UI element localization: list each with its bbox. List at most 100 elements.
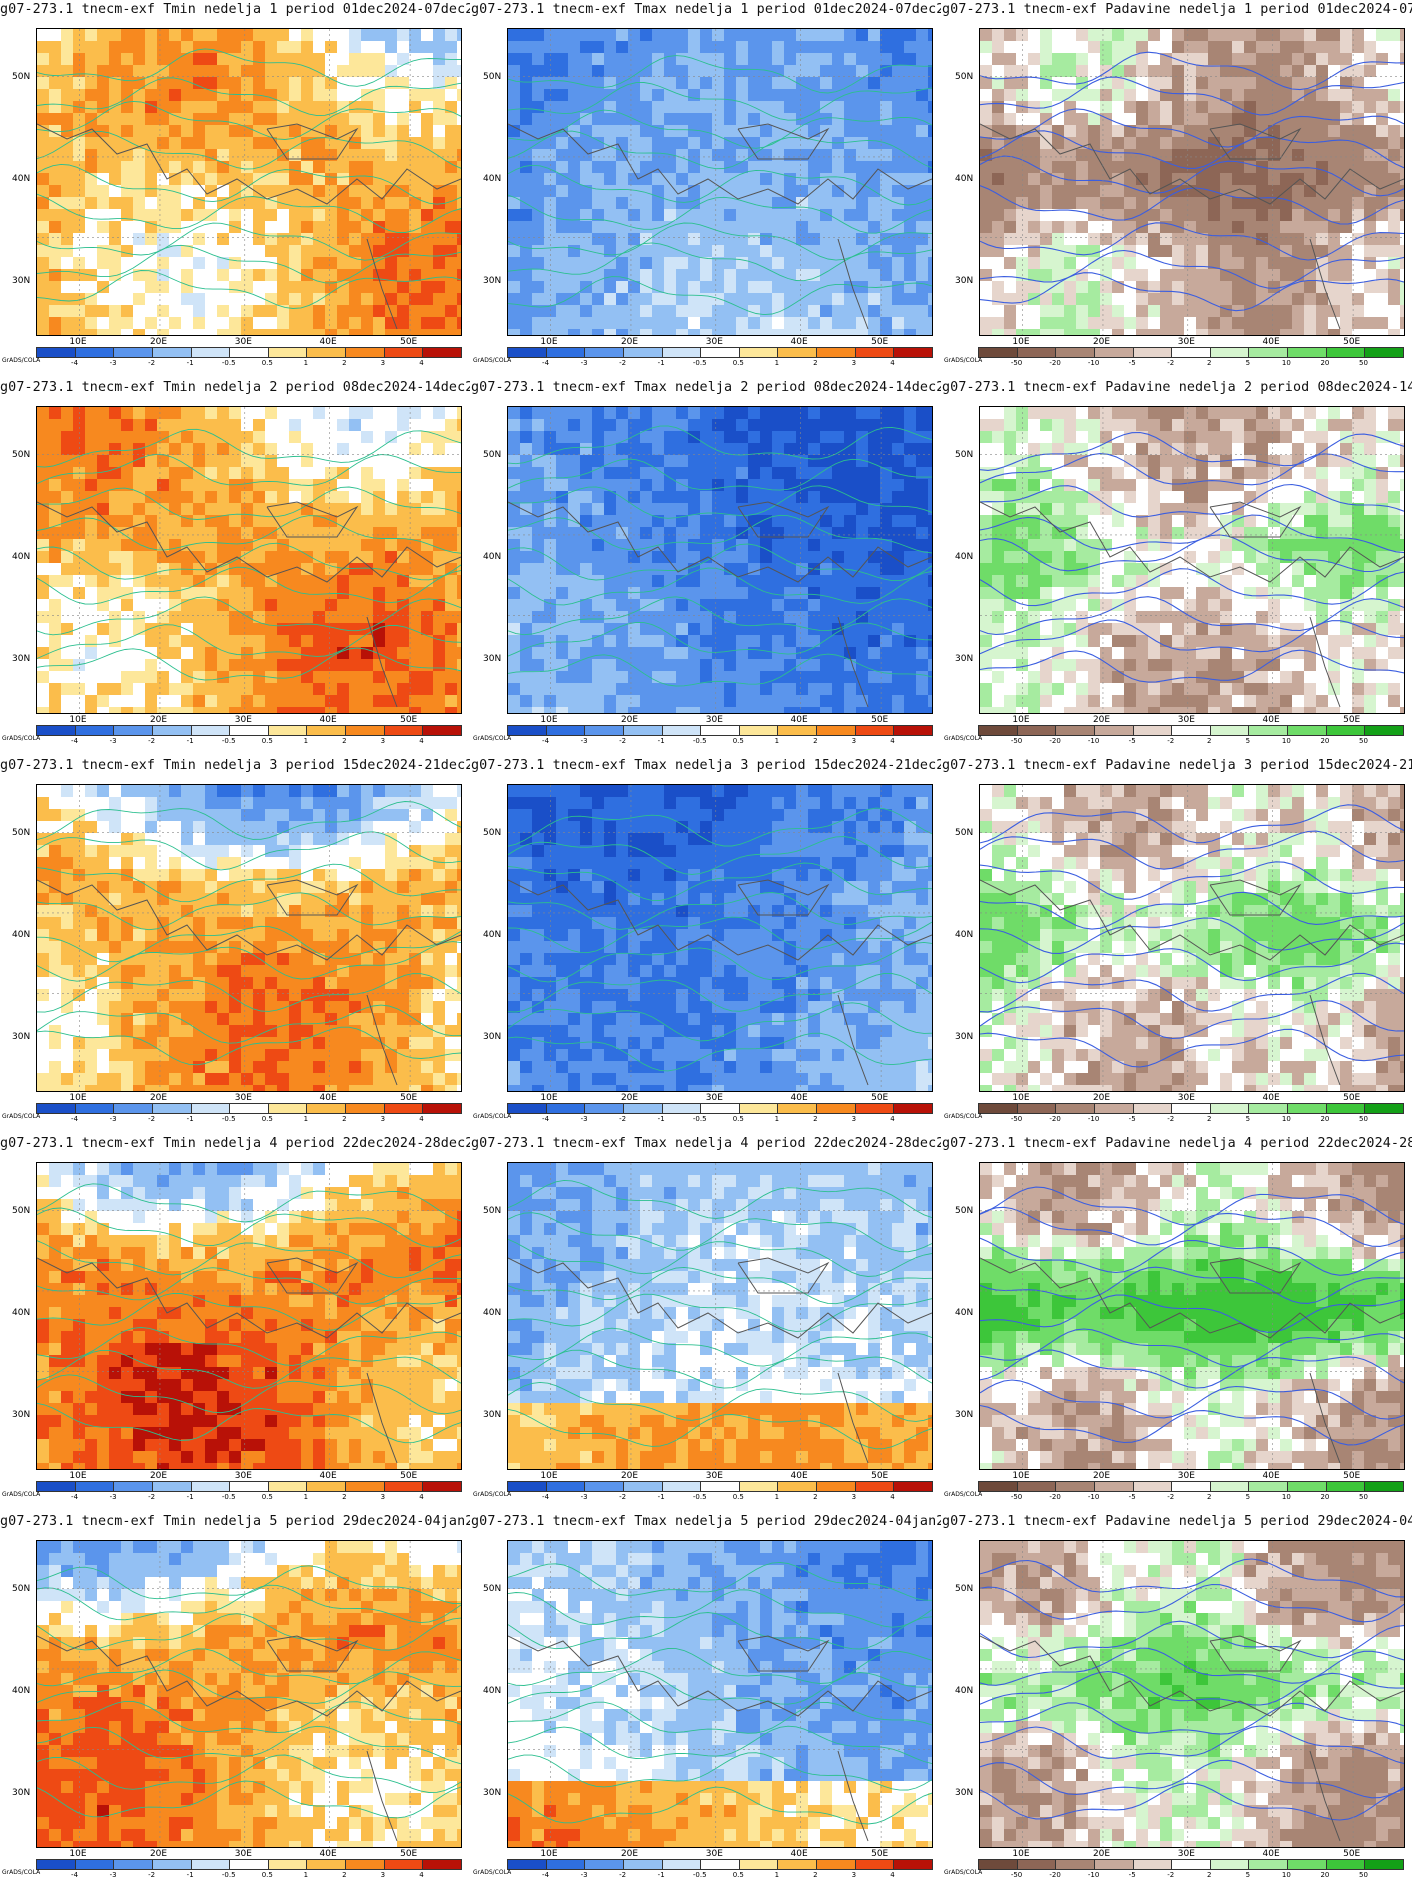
field-cell — [556, 635, 568, 647]
field-cell — [556, 527, 568, 539]
field-cell — [181, 149, 193, 161]
field-cell — [337, 419, 349, 431]
field-cell — [904, 551, 916, 563]
field-cell — [580, 551, 592, 563]
field-cell — [421, 221, 433, 233]
field-cell — [1028, 233, 1040, 245]
field-cell — [421, 41, 433, 53]
field-cell — [784, 671, 796, 683]
field-cell — [856, 269, 868, 281]
colorbar-tick-label: 1 — [774, 359, 780, 367]
field-cell — [544, 113, 556, 125]
field-cell — [181, 479, 193, 491]
field-cell — [181, 29, 193, 41]
field-cell — [832, 671, 844, 683]
field-cell — [784, 77, 796, 89]
field-cell — [85, 611, 97, 623]
field-cell — [748, 209, 760, 221]
field-cell — [73, 671, 85, 683]
field-cell — [992, 101, 1004, 113]
field-cell — [121, 317, 133, 329]
field-cell — [676, 419, 688, 431]
field-cell — [1076, 65, 1088, 77]
field-cell — [736, 221, 748, 233]
field-cell — [265, 431, 277, 443]
field-cell — [169, 41, 181, 53]
field-cell — [568, 257, 580, 269]
colorbar — [36, 347, 462, 358]
field-cell — [844, 443, 856, 455]
field-cell — [892, 245, 904, 257]
field-cell — [361, 599, 373, 611]
field-cell — [556, 539, 568, 551]
field-cell — [688, 695, 700, 707]
field-cell — [109, 113, 121, 125]
field-cell — [616, 635, 628, 647]
field-cell — [349, 209, 361, 221]
field-cell — [844, 587, 856, 599]
field-cell — [916, 443, 928, 455]
field-cell — [457, 149, 461, 161]
field-cell — [820, 443, 832, 455]
field-cell — [508, 695, 520, 707]
field-cell — [289, 707, 301, 713]
field-cell — [820, 137, 832, 149]
field-cell — [145, 281, 157, 293]
field-cell — [784, 29, 796, 41]
field-cell — [37, 53, 49, 65]
field-cell — [640, 515, 652, 527]
field-cell — [544, 707, 556, 713]
field-cell — [928, 65, 932, 77]
field-cell — [1352, 89, 1364, 101]
field-cell — [313, 707, 325, 713]
field-cell — [808, 407, 820, 419]
field-cell — [1280, 221, 1292, 233]
field-cell — [712, 707, 724, 713]
field-cell — [1316, 101, 1328, 113]
field-cell — [109, 101, 121, 113]
field-cell — [265, 479, 277, 491]
field-cell — [1112, 293, 1124, 305]
field-cell — [992, 407, 1004, 419]
field-cell — [604, 137, 616, 149]
field-cell — [700, 209, 712, 221]
field-cell — [85, 575, 97, 587]
field-cell — [892, 503, 904, 515]
field-cell — [580, 527, 592, 539]
field-cell — [1244, 305, 1256, 317]
field-cell — [772, 467, 784, 479]
field-cell — [133, 683, 145, 695]
field-cell — [49, 89, 61, 101]
field-cell — [568, 503, 580, 515]
field-cell — [325, 101, 337, 113]
field-cell — [640, 431, 652, 443]
field-cell — [193, 293, 205, 305]
field-cell — [145, 587, 157, 599]
field-cell — [844, 503, 856, 515]
field-cell — [145, 419, 157, 431]
field-cell — [373, 455, 385, 467]
field-cell — [169, 659, 181, 671]
field-cell — [1256, 173, 1268, 185]
field-cell — [1172, 137, 1184, 149]
field-cell — [1232, 41, 1244, 53]
field-cell — [1196, 41, 1208, 53]
field-cell — [736, 233, 748, 245]
field-cell — [421, 197, 433, 209]
field-cell — [445, 41, 457, 53]
field-cell — [397, 257, 409, 269]
field-cell — [325, 245, 337, 257]
field-cell — [808, 245, 820, 257]
field-cell — [820, 233, 832, 245]
field-cell — [37, 317, 49, 329]
field-cell — [904, 539, 916, 551]
field-cell — [916, 125, 928, 137]
field-cell — [1088, 185, 1100, 197]
field-cell — [241, 683, 253, 695]
field-cell — [289, 65, 301, 77]
field-cell — [616, 527, 628, 539]
field-cell — [229, 329, 241, 335]
field-cell — [337, 623, 349, 635]
field-cell — [1340, 257, 1352, 269]
